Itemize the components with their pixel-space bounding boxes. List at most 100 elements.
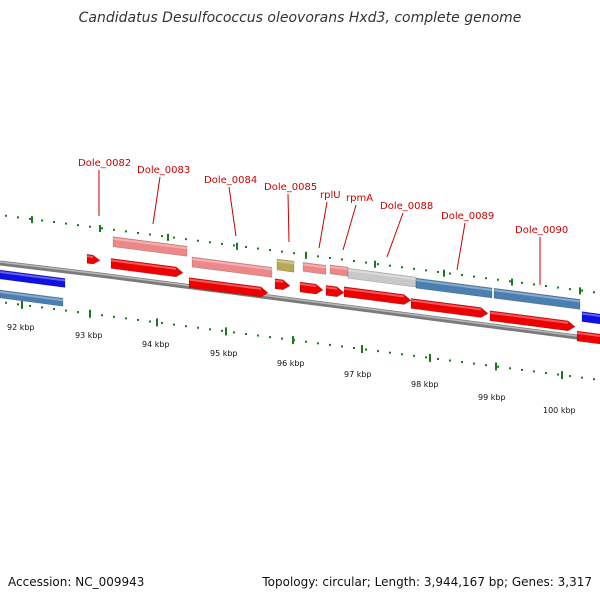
tick-dot <box>53 221 55 224</box>
tick-dot <box>557 373 559 376</box>
gene-block-blue-left[interactable] <box>0 269 66 288</box>
tick-dot <box>509 280 511 283</box>
tick-dot <box>197 239 199 242</box>
gene-arrow-right-edge-shine <box>577 332 600 337</box>
tick-dot <box>101 314 103 317</box>
gene-arrow-right-edge[interactable] <box>576 330 600 345</box>
gene-block-dole-0089[interactable] <box>415 277 493 299</box>
tick-dot <box>221 329 223 332</box>
gene-arrow-rplu[interactable] <box>299 281 324 295</box>
tick-dot <box>437 270 439 273</box>
gene-label-rplu[interactable]: rplU <box>320 190 341 201</box>
gene-label-g88[interactable]: Dole_0088 <box>380 201 433 212</box>
tick-dot <box>245 245 247 248</box>
tick-dot <box>245 332 247 335</box>
gene-block-dole-0090[interactable] <box>493 287 581 310</box>
gene-arrow-dole-0082-shine <box>87 255 93 259</box>
tick-dot <box>593 378 595 381</box>
tick-dot <box>341 258 343 261</box>
tick-dot <box>281 250 283 253</box>
tick-dot <box>65 309 67 312</box>
tick-dot <box>389 351 391 354</box>
gene-arrow-rpma-shine <box>326 286 337 290</box>
kbp-label: 98 kbp <box>411 380 439 389</box>
tick-dot <box>29 217 31 220</box>
gene-block-rplu[interactable] <box>302 262 327 275</box>
gene-arrow-dole-0090[interactable] <box>489 310 576 332</box>
tick-dot <box>317 255 319 258</box>
tick-dot <box>569 288 571 291</box>
tick-dot <box>401 353 403 356</box>
gene-arrow-dole-0084[interactable] <box>188 277 269 298</box>
tick-dot <box>305 340 307 343</box>
gene-arrow-dole-0084-shine <box>189 278 261 290</box>
tick-dot <box>461 361 463 364</box>
tick-dot <box>293 252 295 255</box>
gene-label-g85[interactable]: Dole_0085 <box>264 182 317 193</box>
gene-arrow-rpma[interactable] <box>325 285 345 298</box>
tick-dot <box>365 348 367 351</box>
kbp-label: 93 kbp <box>75 331 103 340</box>
gene-label-g90[interactable]: Dole_0090 <box>515 225 568 236</box>
tick-dot <box>65 222 67 225</box>
tick-dot <box>173 323 175 326</box>
tick-dot <box>77 311 79 314</box>
kbp-label: 95 kbp <box>210 349 238 358</box>
gene-arrow-dole-0089-shine <box>411 299 481 311</box>
kbp-labels: 92 kbp 93 kbp 94 kbp 95 kbp 96 kbp 97 kbp 98 k… <box>7 323 576 415</box>
tick-dot <box>185 325 187 328</box>
gene-block-steel-left[interactable] <box>0 289 64 307</box>
tick-dot <box>581 289 583 292</box>
genome-backbone <box>0 260 600 343</box>
gene-arrow-dole-0085[interactable] <box>274 278 291 291</box>
tick-dot <box>269 249 271 252</box>
gene-label-g84[interactable]: Dole_0084 <box>204 175 257 186</box>
gene-block-rplu-shine <box>303 263 326 269</box>
gene-label-g83[interactable]: Dole_0083 <box>137 165 190 176</box>
gene-arrow-dole-0085-shine <box>275 279 283 283</box>
gene-arrow-dole-0082[interactable] <box>86 253 101 265</box>
gene-label-g89[interactable]: Dole_0089 <box>441 211 494 222</box>
tick-dot <box>485 277 487 280</box>
gene-arrow-dole-0089[interactable] <box>410 298 489 318</box>
tick-dot <box>485 364 487 367</box>
gene-block-dole-0088-shine <box>348 269 416 281</box>
gene-arrow-dole-0083[interactable] <box>110 258 184 278</box>
gene-block-rpma-shine <box>330 265 348 271</box>
tick-dot <box>41 306 43 309</box>
gene-block-dole-0089-shine <box>416 279 492 291</box>
leader-rplu <box>318 201 328 249</box>
kbp-label: 96 kbp <box>277 359 305 368</box>
tick-dot <box>41 219 43 222</box>
tick-dot <box>89 225 91 228</box>
tick-dot <box>125 230 127 233</box>
tick-dot <box>209 328 211 331</box>
gene-arrow-dole-0083-shine <box>111 259 176 270</box>
tick-dot <box>149 233 151 236</box>
gene-block-blue-right[interactable] <box>581 311 600 325</box>
tick-dot <box>521 281 523 284</box>
tick-dot <box>197 326 199 329</box>
leader-rpma <box>342 204 357 251</box>
tick-dot <box>17 303 19 306</box>
tick-dot <box>137 318 139 321</box>
tick-dot <box>569 375 571 378</box>
tick-dot <box>365 261 367 264</box>
tick-dot <box>425 356 427 359</box>
leader-g89 <box>456 222 466 271</box>
tick-dot <box>581 376 583 379</box>
gene-label-g82[interactable]: Dole_0082 <box>78 158 131 169</box>
gene-arrow-dole-0088[interactable] <box>343 286 412 305</box>
tick-dot <box>113 228 115 231</box>
gene-arrow-rplu-shine <box>300 283 316 288</box>
tick-dot <box>593 291 595 294</box>
gene-block-blue-right-shine <box>582 312 600 317</box>
tick-dot <box>401 266 403 269</box>
gene-block-dole-0084[interactable] <box>191 256 273 278</box>
gene-block-dole-0085[interactable] <box>276 258 295 273</box>
tick-dot <box>461 274 463 277</box>
gene-label-rpma[interactable]: rpmA <box>346 193 373 204</box>
tick-dot <box>77 224 79 227</box>
gene-block-dole-0083[interactable] <box>112 236 188 257</box>
